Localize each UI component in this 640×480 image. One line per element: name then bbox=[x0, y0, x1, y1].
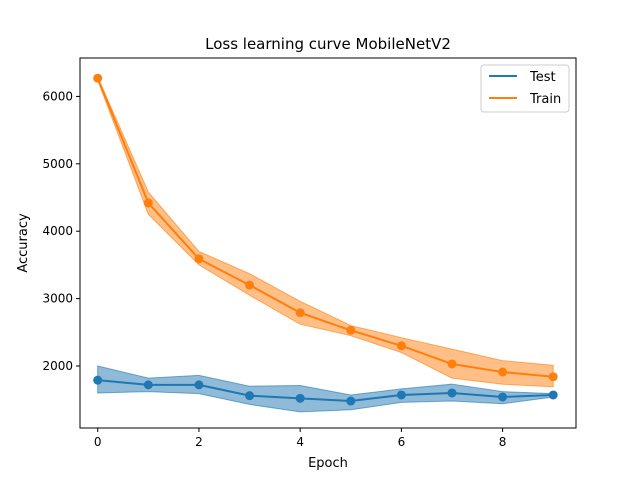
x-tick-label: 8 bbox=[499, 435, 507, 449]
data-point-test-9 bbox=[548, 390, 558, 400]
plot-frame bbox=[79, 57, 577, 429]
data-point-test-8 bbox=[498, 392, 508, 402]
data-point-test-4 bbox=[295, 393, 305, 403]
series-line-train bbox=[96, 77, 554, 378]
data-point-train-0 bbox=[93, 73, 103, 83]
data-point-train-3 bbox=[245, 280, 255, 290]
data-point-test-0 bbox=[93, 375, 103, 385]
x-tick-label: 6 bbox=[398, 435, 406, 449]
data-point-train-8 bbox=[498, 367, 508, 377]
x-tick-label: 0 bbox=[94, 435, 102, 449]
confidence-band-train bbox=[97, 76, 554, 388]
series-lines bbox=[96, 77, 554, 403]
series-markers bbox=[93, 73, 558, 406]
data-point-test-5 bbox=[346, 396, 356, 406]
data-point-test-1 bbox=[143, 380, 153, 390]
data-point-train-5 bbox=[346, 325, 356, 335]
y-axis: 2000 3000 4000 5000 6000 bbox=[42, 89, 80, 373]
data-point-test-7 bbox=[447, 388, 457, 398]
legend-label-test: Test bbox=[529, 70, 556, 85]
data-point-train-6 bbox=[396, 341, 406, 351]
x-axis-label: Epoch bbox=[308, 456, 348, 471]
y-tick-label: 6000 bbox=[42, 89, 73, 103]
y-tick-label: 4000 bbox=[42, 224, 73, 238]
y-axis-label: Accuracy bbox=[16, 213, 31, 273]
data-point-train-9 bbox=[548, 372, 558, 382]
y-tick-label: 5000 bbox=[42, 157, 73, 171]
data-point-train-1 bbox=[143, 198, 153, 208]
data-point-test-2 bbox=[194, 380, 204, 390]
y-tick-label: 2000 bbox=[42, 359, 73, 373]
legend-label-train: Train bbox=[529, 92, 561, 107]
data-point-test-3 bbox=[245, 391, 255, 401]
x-tick-label: 4 bbox=[296, 435, 304, 449]
chart-title: Loss learning curve MobileNetV2 bbox=[205, 35, 451, 53]
data-point-train-2 bbox=[194, 254, 204, 264]
y-tick-label: 3000 bbox=[42, 292, 73, 306]
x-axis: 0 2 4 6 8 bbox=[94, 428, 507, 449]
series-line-test bbox=[97, 379, 554, 403]
data-point-test-6 bbox=[396, 390, 406, 400]
legend: Test Train bbox=[480, 64, 570, 113]
data-point-train-7 bbox=[447, 359, 457, 369]
x-tick-label: 2 bbox=[195, 435, 203, 449]
data-point-train-4 bbox=[295, 308, 305, 318]
